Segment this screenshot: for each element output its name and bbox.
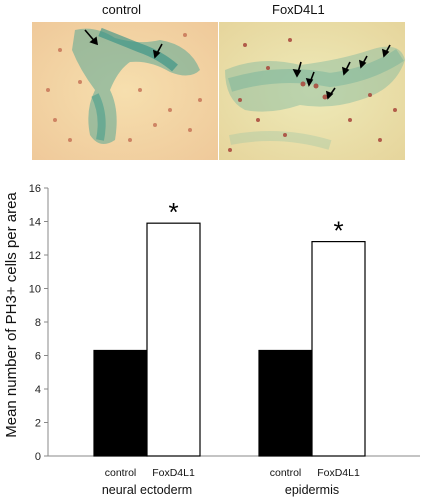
panel-label-control: control	[102, 2, 142, 17]
foxd4l1-micrograph	[219, 22, 405, 160]
group-label: epidermis	[285, 483, 339, 497]
y-tick-label: 0	[35, 451, 41, 463]
y-axis-label: Mean number of PH3+ cells per area	[3, 192, 20, 438]
group-label: neural ectoderm	[102, 483, 192, 497]
y-tick-label: 14	[29, 217, 41, 229]
bar-label: FoxD4L1	[317, 467, 360, 479]
micrograph-images	[32, 22, 405, 160]
y-tick-label: 12	[29, 250, 41, 262]
significance-marker: *	[168, 197, 178, 227]
bar-epidermis-control	[258, 349, 313, 457]
bar-label: control	[105, 467, 137, 479]
bar-label: control	[270, 467, 302, 479]
bar-label: FoxD4L1	[152, 467, 195, 479]
bar-neural-ectoderm-control	[93, 349, 148, 457]
bars: **	[93, 197, 366, 457]
x-axis-labels: control FoxD4L1 neural ectoderm control FoxD…	[102, 467, 360, 497]
bar-neural-ectoderm-foxd4l1	[146, 222, 201, 457]
y-tick-label: 10	[29, 284, 41, 296]
y-tick-label: 4	[35, 384, 41, 396]
micrograph-panels: control FoxD4L1	[0, 0, 425, 165]
y-tick-label: 16	[29, 183, 41, 195]
panel-label-foxd4l1: FoxD4L1	[272, 2, 325, 17]
y-tick-label: 6	[35, 351, 41, 363]
control-micrograph	[32, 22, 218, 160]
y-tick-label: 8	[35, 317, 41, 329]
bar-epidermis-foxd4l1	[311, 240, 366, 457]
y-tick-label: 2	[35, 418, 41, 430]
significance-marker: *	[333, 216, 343, 246]
